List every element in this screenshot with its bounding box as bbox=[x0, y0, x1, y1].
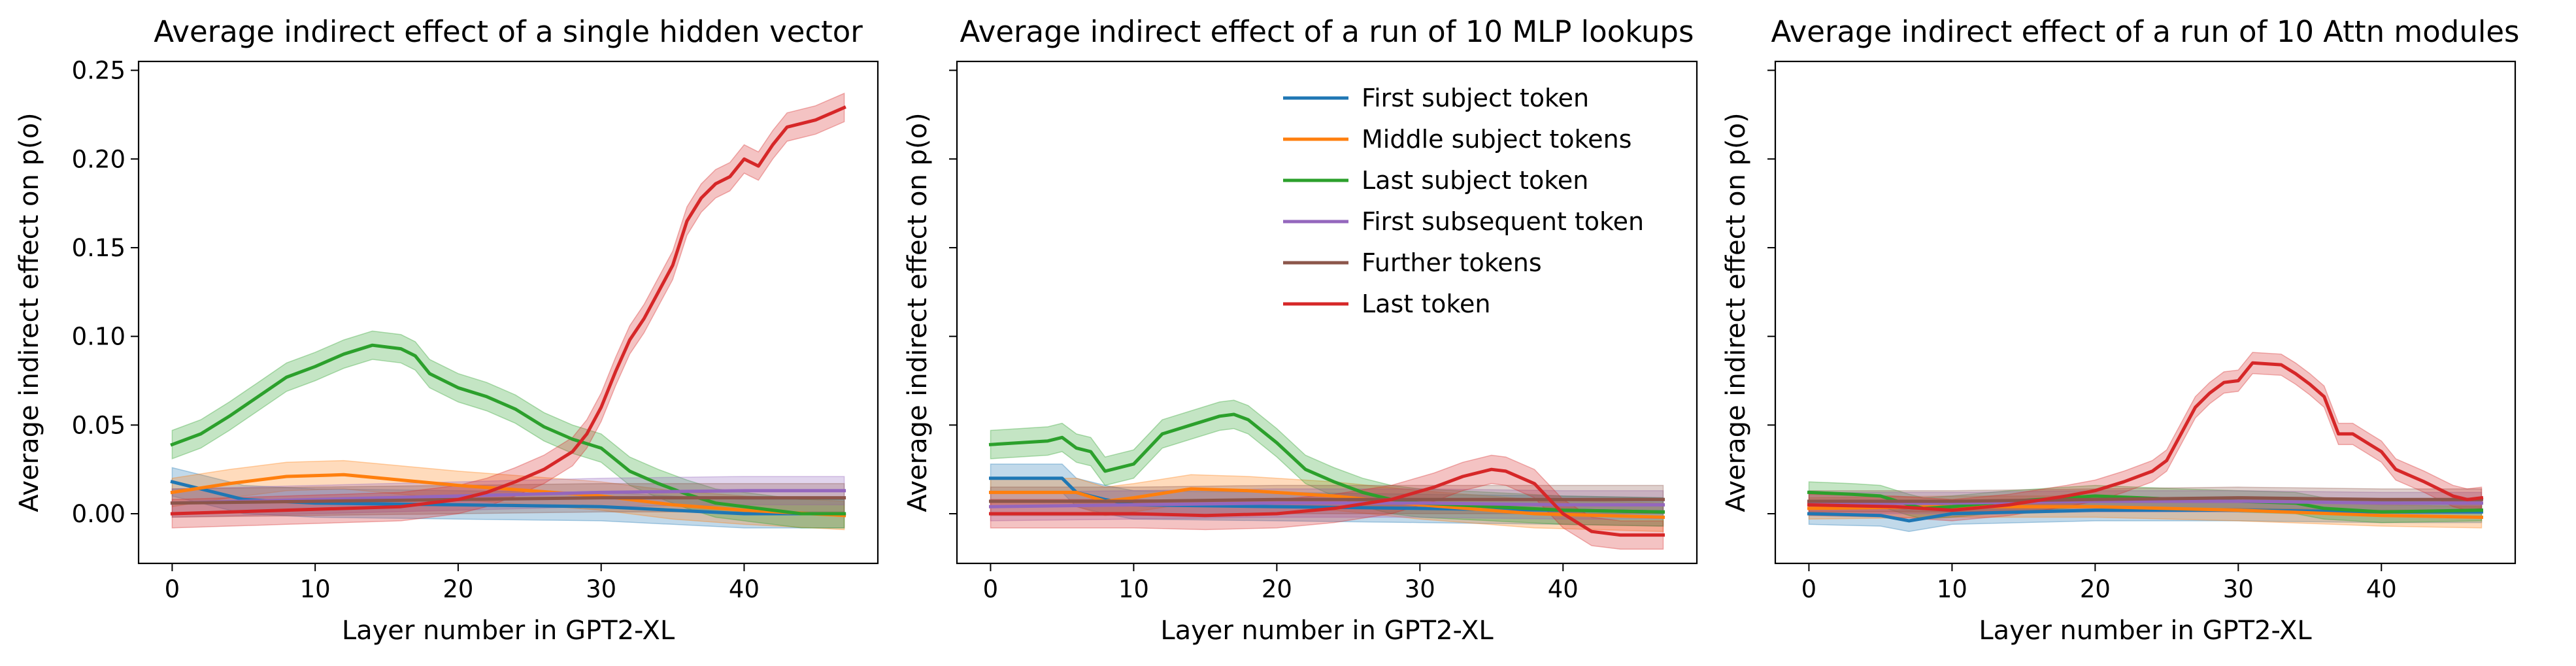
x-tick-label: 30 bbox=[2223, 575, 2254, 603]
y-axis-label: Average indirect effect on p(o) bbox=[14, 112, 44, 512]
series-line-first_subsequent bbox=[988, 501, 1665, 508]
series-line-last_subject bbox=[170, 343, 846, 516]
y-tick-label: 0.10 bbox=[72, 323, 125, 351]
series-line-further bbox=[1807, 496, 2483, 503]
panel-3: 0 10 20 30 40 Average indirect effect of a ru… bbox=[1721, 14, 2519, 646]
chart-title: Average indirect effect of a single hidd… bbox=[154, 14, 863, 49]
y-tick-label: 0.05 bbox=[72, 411, 125, 439]
y-tick-label: 0.00 bbox=[72, 500, 125, 528]
plot-area bbox=[170, 92, 846, 531]
legend: First subject token Middle subject tokens… bbox=[1283, 84, 1644, 318]
series-line-further bbox=[989, 497, 1665, 503]
axes-frame bbox=[137, 60, 879, 565]
panel-2: 0 10 20 30 40 Average indirect effect of a ru… bbox=[903, 14, 1698, 646]
y-axis-label: Average indirect effect on p(o) bbox=[903, 112, 933, 512]
x-tick-label: 0 bbox=[165, 575, 180, 603]
x-tick-label: 20 bbox=[443, 575, 473, 603]
x-tick-label: 10 bbox=[1937, 575, 1967, 603]
series-line-last_token bbox=[989, 467, 1665, 537]
chart-title: Average indirect effect of a run of 10 M… bbox=[960, 14, 1694, 49]
x-tick-label: 40 bbox=[1548, 575, 1579, 603]
x-axis-label: Layer number in GPT2-XL bbox=[1979, 616, 2312, 646]
panel-1: 0 10 20 30 40 0.00 0.05 0.10 0.15 0.20 0.25 Average… bbox=[14, 14, 879, 646]
x-tick-label: 10 bbox=[300, 575, 331, 603]
y-tick-label: 0.25 bbox=[72, 57, 125, 85]
band-last_token bbox=[1808, 352, 2483, 522]
series-line-middle_subject bbox=[170, 473, 846, 518]
y-tick-label: 0.15 bbox=[72, 234, 125, 262]
x-tick-label: 0 bbox=[983, 575, 999, 603]
x-tick-label: 20 bbox=[1262, 575, 1292, 603]
legend-label-middle_subject: Middle subject tokens bbox=[1362, 125, 1631, 154]
y-axis-label: Average indirect effect on p(o) bbox=[1721, 112, 1751, 512]
plot-area bbox=[988, 399, 1665, 550]
series-line-further bbox=[170, 496, 846, 505]
band-last_subject bbox=[990, 399, 1664, 527]
series-line-first_subsequent bbox=[1807, 499, 2483, 505]
x-tick-label: 40 bbox=[729, 575, 760, 603]
legend-label-first_subsequent: First subsequent token bbox=[1362, 207, 1644, 236]
chart-title: Average indirect effect of a run of 10 A… bbox=[1771, 14, 2520, 49]
series-line-last_token bbox=[170, 105, 846, 516]
x-tick-label: 30 bbox=[586, 575, 616, 603]
legend-label-last_subject: Last subject token bbox=[1362, 166, 1588, 195]
x-tick-label: 40 bbox=[2366, 575, 2397, 603]
y-tick-label: 0.20 bbox=[72, 145, 125, 173]
axes-frame bbox=[956, 60, 1698, 565]
plot-area bbox=[1807, 352, 2484, 532]
legend-label-last_token: Last token bbox=[1362, 290, 1491, 318]
legend-label-further: Further tokens bbox=[1362, 248, 1542, 277]
legend-label-first_subject: First subject token bbox=[1362, 84, 1589, 112]
series-line-last_token bbox=[1807, 361, 2484, 512]
x-axis-label: Layer number in GPT2-XL bbox=[342, 616, 675, 646]
band-last_subject bbox=[171, 330, 845, 529]
x-axis-label: Layer number in GPT2-XL bbox=[1160, 616, 1494, 646]
x-tick-label: 0 bbox=[1801, 575, 1817, 603]
x-tick-label: 10 bbox=[1118, 575, 1149, 603]
band-last_token bbox=[171, 92, 845, 529]
series-line-middle_subject bbox=[989, 487, 1665, 519]
x-tick-label: 30 bbox=[1405, 575, 1435, 603]
x-tick-label: 20 bbox=[2080, 575, 2111, 603]
axes-frame bbox=[1774, 60, 2517, 565]
